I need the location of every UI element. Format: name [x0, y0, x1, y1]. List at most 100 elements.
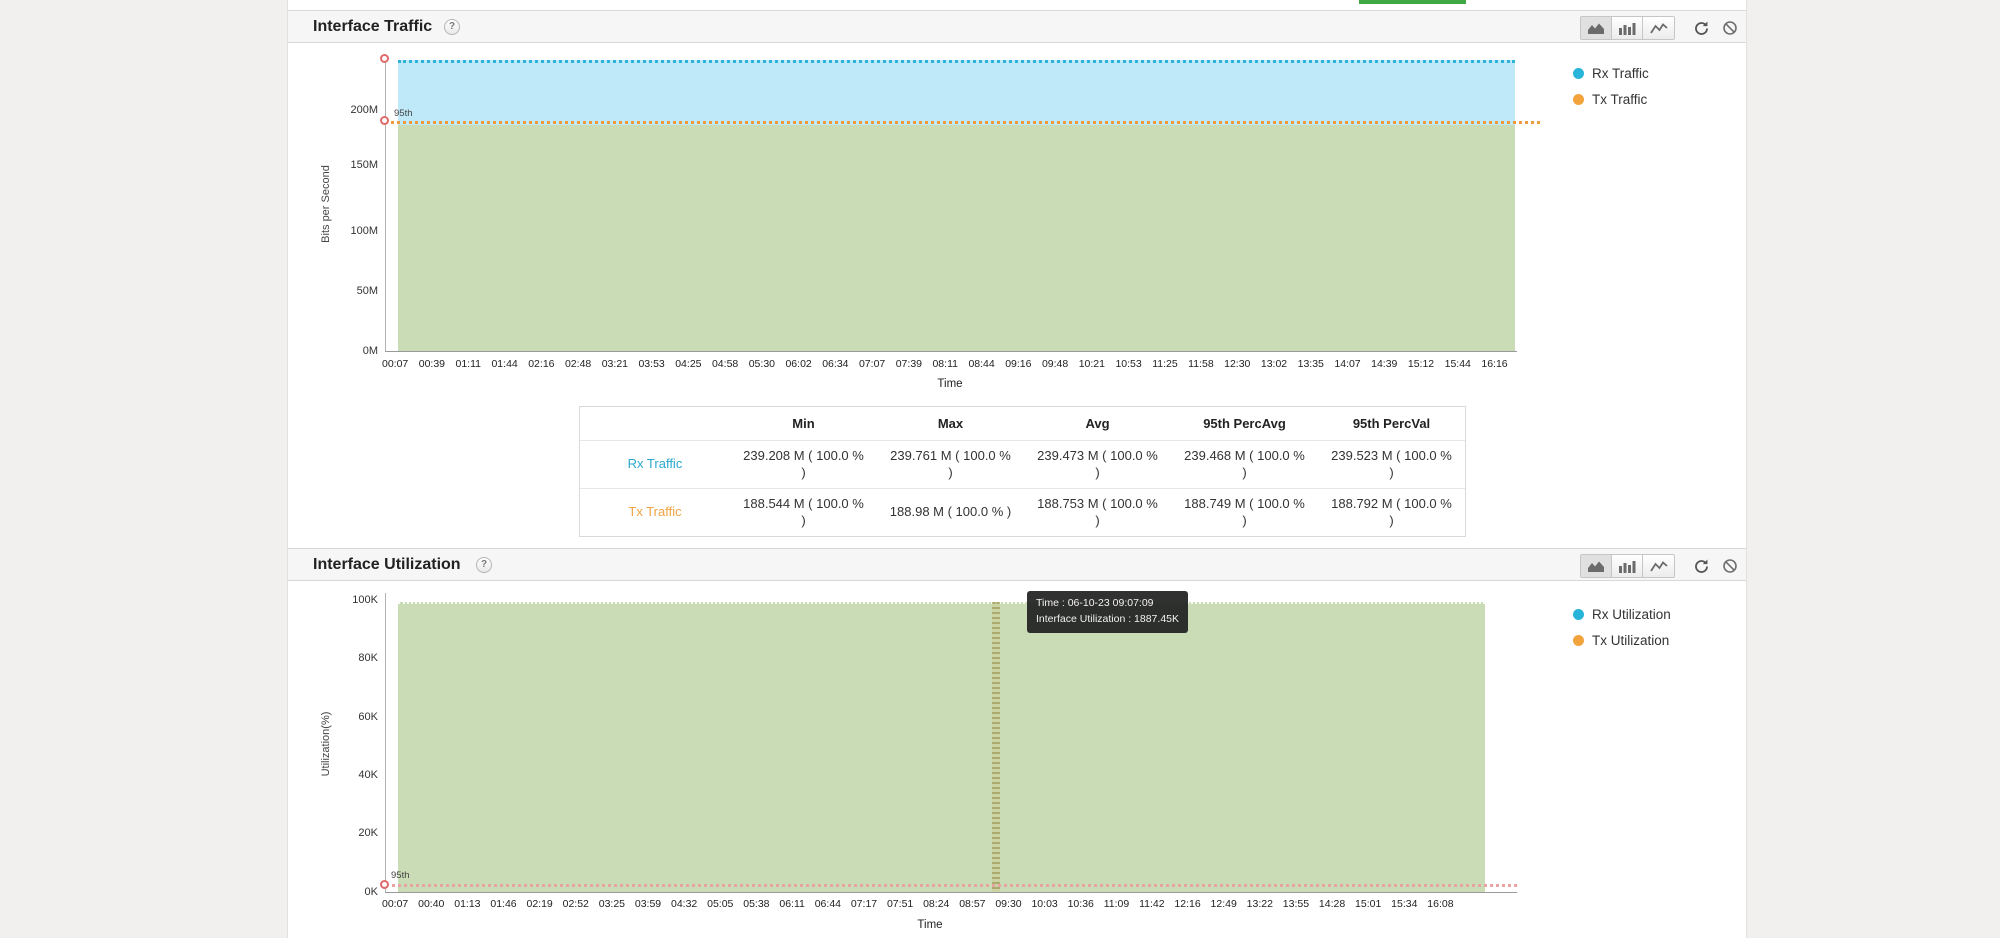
legend-item-rx-traffic[interactable]: Rx Traffic: [1573, 60, 1649, 86]
tx-traffic-area-series[interactable]: [398, 125, 1515, 351]
traffic-ytick: 100M: [350, 225, 378, 237]
help-icon[interactable]: ?: [476, 557, 492, 573]
x-tick-label: 02:16: [528, 358, 555, 370]
utilization-panel-title: Interface Utilization: [313, 556, 461, 573]
traffic-x-axis: [385, 351, 1517, 352]
x-tick-label: 06:44: [814, 898, 841, 910]
refresh-button[interactable]: [1693, 20, 1710, 37]
legend-item-rx-utilization[interactable]: Rx Utilization: [1573, 601, 1671, 627]
refresh-button[interactable]: [1693, 558, 1710, 575]
legend-item-tx-traffic[interactable]: Tx Traffic: [1573, 86, 1649, 112]
traffic-stats-table: Min Max Avg 95th PercAvg 95th PercVal Rx…: [579, 406, 1466, 537]
x-tick-label: 03:53: [638, 358, 665, 370]
bar-chart-icon: [1619, 560, 1636, 573]
traffic-ytick: 0M: [362, 345, 378, 357]
utilization-x-axis-title: Time: [917, 919, 943, 931]
x-tick-label: 04:32: [671, 898, 698, 910]
tooltip-value: Interface Utilization : 1887.45K: [1036, 612, 1180, 625]
chart-type-toggle: [1580, 16, 1675, 40]
area-chart-button[interactable]: [1581, 17, 1612, 39]
area-chart-icon: [1588, 561, 1604, 572]
line-chart-button[interactable]: [1643, 17, 1674, 39]
legend-item-tx-utilization[interactable]: Tx Utilization: [1573, 627, 1671, 653]
bar-chart-button[interactable]: [1612, 17, 1643, 39]
area-chart-button[interactable]: [1581, 555, 1612, 577]
traffic-ytick: 200M: [350, 104, 378, 116]
95th-percentile-label: 95th: [394, 108, 413, 119]
x-tick-label: 03:59: [634, 898, 662, 910]
legend-label: Rx Traffic: [1592, 65, 1649, 81]
rx-95th-percval-value: 239.523 M ( 100.0 % ): [1318, 440, 1465, 488]
refresh-icon: [1695, 558, 1708, 573]
tx-95th-percavg-value: 188.749 M ( 100.0 % ): [1171, 488, 1318, 536]
rx-traffic-area-series[interactable]: [398, 60, 1515, 125]
rx-traffic-row-label: Rx Traffic: [580, 440, 730, 488]
x-tick-label: 01:13: [454, 898, 481, 910]
x-tick-label: 07:07: [858, 358, 886, 370]
x-tick-label: 04:25: [675, 358, 702, 370]
help-icon[interactable]: ?: [444, 19, 460, 35]
rx-series-color-dot: [1573, 608, 1584, 620]
line-chart-button[interactable]: [1643, 555, 1674, 577]
utilization-ytick: 20K: [358, 827, 378, 839]
traffic-chart-toolbar: [1580, 16, 1738, 40]
x-tick-label: 01:46: [490, 898, 517, 910]
x-tick-label: 03:25: [598, 898, 626, 910]
x-tick-label: 00:07: [382, 898, 409, 910]
x-tick-label: 13:55: [1282, 898, 1310, 910]
x-tick-label: 14:39: [1371, 358, 1398, 370]
x-tick-label: 10:03: [1031, 898, 1058, 910]
traffic-legend: Rx Traffic Tx Traffic: [1573, 60, 1649, 112]
x-tick-label: 11:09: [1103, 898, 1130, 910]
legend-label: Tx Utilization: [1592, 632, 1670, 648]
x-tick-label: 06:11: [779, 898, 805, 910]
tx-traffic-row-label: Tx Traffic: [580, 488, 730, 536]
traffic-panel-title: Interface Traffic: [313, 18, 433, 35]
stats-header-95th-percavg: 95th PercAvg: [1203, 416, 1286, 431]
x-tick-label: 09:30: [995, 898, 1022, 910]
bar-chart-icon: [1619, 22, 1636, 35]
dashboard-content: Interface Traffic ? Bits per S: [287, 0, 1747, 938]
95th-percentile-label: 95th: [391, 870, 410, 881]
traffic-ytick: 150M: [350, 159, 378, 171]
rx-avg-value: 239.473 M ( 100.0 % ): [1024, 440, 1171, 488]
traffic-ytick: 50M: [356, 285, 378, 297]
line-chart-icon: [1649, 22, 1668, 33]
x-tick-label: 14:28: [1318, 898, 1346, 910]
x-tick-label: 01:11: [455, 358, 482, 370]
rx-axis-marker-ring: [380, 54, 389, 63]
utilization-ytick: 40K: [358, 769, 378, 781]
x-tick-label: 10:53: [1115, 358, 1142, 370]
bar-chart-button[interactable]: [1612, 555, 1643, 577]
utilization-ytick: 60K: [358, 711, 378, 723]
x-tick-label: 05:05: [707, 898, 734, 910]
cancel-icon: [1723, 559, 1737, 573]
rx-min-value: 239.208 M ( 100.0 % ): [730, 440, 877, 488]
traffic-x-axis-title: Time: [937, 378, 963, 390]
x-tick-label: 11:58: [1188, 358, 1214, 370]
x-tick-label: 16:16: [1481, 358, 1508, 370]
x-tick-label: 02:48: [564, 358, 592, 370]
x-tick-label: 07:17: [850, 898, 878, 910]
x-tick-label: 07:51: [886, 898, 914, 910]
cancel-button[interactable]: [1722, 558, 1738, 574]
x-tick-label: 03:21: [601, 358, 628, 370]
utilization-area-series[interactable]: [398, 602, 1485, 892]
x-tick-label: 10:21: [1078, 358, 1105, 370]
x-tick-label: 06:34: [822, 358, 849, 370]
stats-header-series: [580, 407, 730, 440]
tx-series-color-dot: [1573, 634, 1584, 646]
tx-95th-percval-value: 188.792 M ( 100.0 % ): [1318, 488, 1465, 536]
cancel-button[interactable]: [1722, 20, 1738, 36]
x-tick-label: 08:11: [932, 358, 958, 370]
stats-header-avg: Avg: [1085, 416, 1110, 431]
utilization-y-axis: [385, 593, 386, 892]
x-tick-label: 08:57: [959, 898, 986, 910]
active-tab-indicator: [1359, 0, 1466, 4]
legend-label: Tx Traffic: [1592, 91, 1648, 107]
x-tick-label: 08:24: [923, 898, 950, 910]
tooltip-time: Time : 06-10-23 09:07:09: [1036, 597, 1154, 609]
x-tick-label: 02:52: [562, 898, 589, 910]
chart-hover-tooltip: Time : 06-10-23 09:07:09 Interface Utili…: [1027, 591, 1189, 633]
stats-header-min: Min: [792, 416, 815, 431]
